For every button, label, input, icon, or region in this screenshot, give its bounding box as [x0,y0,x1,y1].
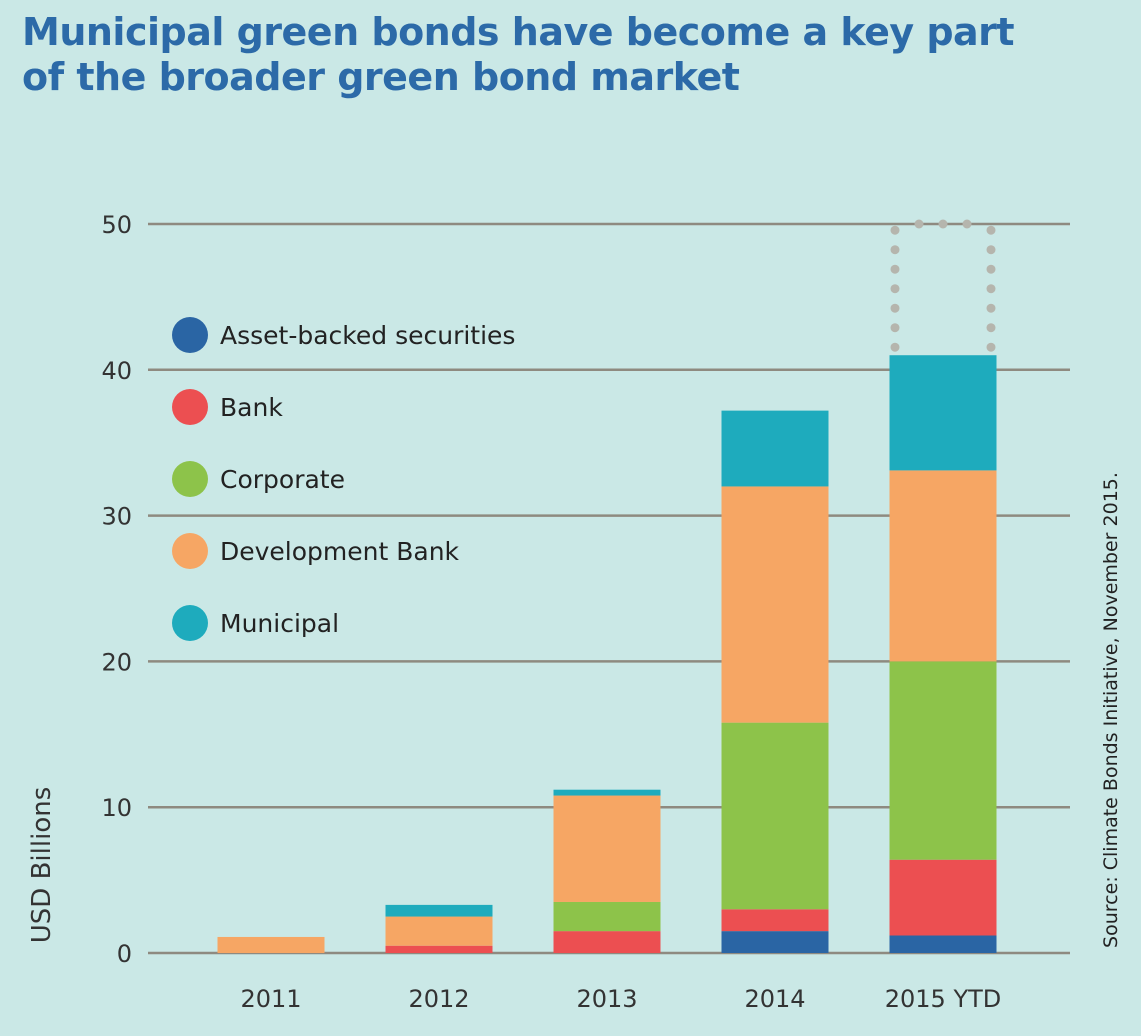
dotted-outline-dot [986,225,996,235]
dotted-outline-dot [890,225,900,235]
dotted-outline-dot [890,323,900,333]
bar-segment-development-bank [553,795,661,902]
bar-segment-bank [553,931,661,953]
bar-segment-municipal [889,355,997,471]
legend-swatch [172,317,208,353]
y-tick-label: 20 [101,648,132,676]
x-tick-label: 2011 [240,985,301,1013]
bar-segment-corporate [553,901,661,932]
legend-label: Development Bank [220,537,460,566]
x-tick-label: 2015 YTD [885,985,1002,1013]
dotted-outline-dot [938,219,948,229]
dotted-outline-dot [890,264,900,274]
legend-label: Corporate [220,465,345,494]
legend-label: Bank [220,393,283,422]
bar-segment-bank [721,909,829,932]
bar-segment-corporate [889,661,997,860]
bar-segment-development-bank [889,470,997,662]
bar-segment-municipal [553,789,661,796]
bar-segment-asset-backed-securities [889,935,997,953]
dotted-outline-dot [986,303,996,313]
dotted-outline-dot [986,342,996,352]
dotted-outline-dot [962,219,972,229]
legend-swatch [172,461,208,497]
x-tick-label: 2013 [576,985,637,1013]
dotted-outline-dot [914,219,924,229]
y-tick-label: 0 [117,940,132,968]
y-tick-label: 40 [101,357,132,385]
legend-label: Municipal [220,609,339,638]
dotted-outline-dot [890,303,900,313]
dotted-outline-dot [986,245,996,255]
bar-segment-development-bank [721,486,829,723]
dotted-outline-dot [890,245,900,255]
dotted-outline-dot [890,284,900,294]
bar-segment-bank [385,945,493,953]
bar-segment-bank [889,859,997,936]
bar-segment-municipal [385,904,493,917]
y-axis-label: USD Billions [27,787,57,943]
y-tick-label: 10 [101,794,132,822]
x-tick-label: 2012 [408,985,469,1013]
dotted-outline-dot [986,323,996,333]
bar-segment-development-bank [385,916,493,946]
bar-segment-development-bank [217,936,325,953]
chart-title: Municipal green bonds have become a key … [22,10,1015,99]
dotted-outline-dot [986,284,996,294]
legend-swatch [172,533,208,569]
bar-segment-asset-backed-securities [721,931,829,953]
source-note: Source: Climate Bonds Initiative, Novemb… [1100,472,1122,948]
bar-segment-municipal [721,410,829,487]
y-tick-label: 50 [101,211,132,239]
bar-segment-corporate [721,722,829,910]
legend-label: Asset-backed securities [220,321,515,350]
dotted-outline-dot [986,264,996,274]
dotted-outline-dot [890,342,900,352]
x-tick-label: 2014 [744,985,805,1013]
y-tick-label: 30 [101,503,132,531]
legend-swatch [172,605,208,641]
legend-swatch [172,389,208,425]
